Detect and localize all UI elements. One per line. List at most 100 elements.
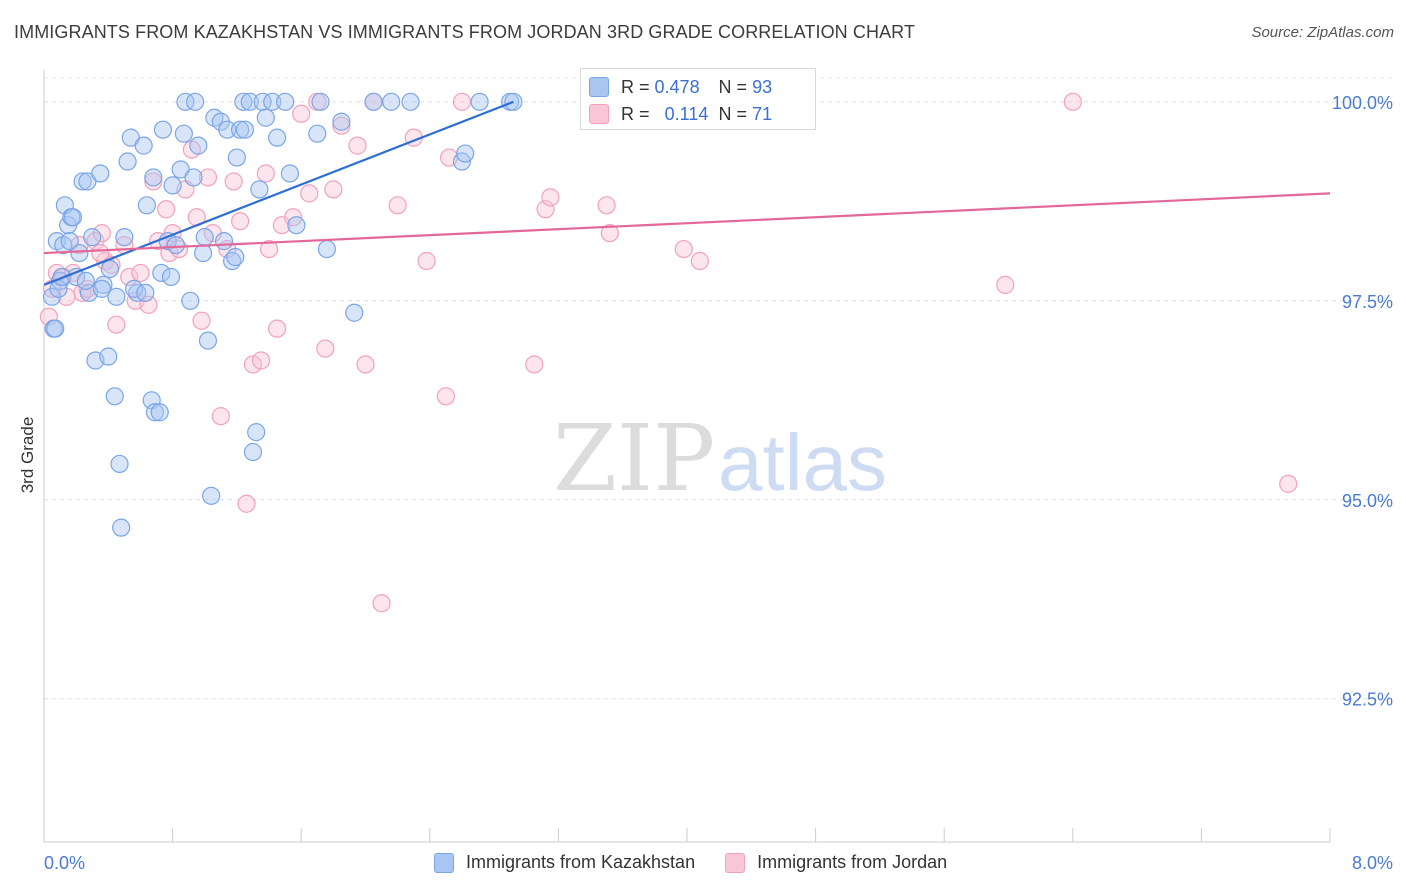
point-kazakhstan <box>276 92 295 111</box>
point-kazakhstan <box>256 108 275 127</box>
y-tick-label: 92.5% <box>1342 690 1393 710</box>
legend-swatch-kazakhstan <box>434 852 454 873</box>
point-jordan <box>525 355 544 374</box>
point-kazakhstan <box>100 259 120 279</box>
point-kazakhstan <box>46 319 65 338</box>
point-kazakhstan <box>83 228 102 247</box>
point-kazakhstan <box>218 120 237 139</box>
point-jordan <box>674 239 693 259</box>
point-jordan <box>452 92 472 111</box>
point-jordan <box>436 387 455 406</box>
watermark-atlas: atlas <box>718 418 887 507</box>
point-jordan <box>690 251 709 271</box>
legend-label-jordan: Immigrants from Jordan <box>757 852 948 872</box>
point-jordan <box>996 275 1015 294</box>
point-jordan <box>536 200 555 219</box>
point-kazakhstan <box>195 228 214 247</box>
point-kazakhstan <box>134 136 153 155</box>
point-kazakhstan <box>231 120 250 139</box>
stats-row-jordan: R = 0.114 N = 71 <box>589 102 772 126</box>
point-kazakhstan <box>311 92 330 111</box>
r-value: 0.114 <box>664 103 709 124</box>
data-points <box>39 92 1298 613</box>
n-label: N = <box>718 103 748 124</box>
source-label: Source: ZipAtlas.com <box>1251 24 1394 41</box>
trend-line-kazakhstan <box>43 100 514 286</box>
point-kazakhstan <box>60 232 79 251</box>
point-kazakhstan <box>118 152 137 171</box>
n-value: 93 <box>752 76 773 97</box>
kazakhstan-swatch <box>589 77 609 97</box>
point-jordan <box>157 200 176 219</box>
point-jordan <box>256 164 275 183</box>
legend-item-kazakhstan: Immigrants from Kazakhstan <box>434 852 695 873</box>
point-jordan <box>198 168 218 187</box>
point-jordan <box>372 594 391 613</box>
axes <box>43 70 1331 843</box>
point-kazakhstan <box>67 267 86 287</box>
point-jordan <box>300 184 319 203</box>
point-kazakhstan <box>70 243 89 263</box>
point-jordan <box>388 196 407 215</box>
grid-lines <box>44 77 1395 700</box>
point-jordan <box>92 224 111 243</box>
r-label: R = <box>621 103 650 124</box>
y-tick-label: 97.5% <box>1342 292 1393 312</box>
point-kazakhstan <box>364 92 383 111</box>
point-kazakhstan <box>401 92 420 111</box>
point-kazakhstan <box>243 442 263 462</box>
n-label: N = <box>718 76 748 97</box>
point-kazakhstan <box>152 263 171 283</box>
point-kazakhstan <box>63 208 83 227</box>
point-kazakhstan <box>166 235 185 255</box>
point-jordan <box>144 172 163 191</box>
point-kazakhstan <box>234 92 253 111</box>
point-jordan <box>237 494 256 513</box>
point-kazakhstan <box>214 232 234 251</box>
point-kazakhstan <box>137 196 156 215</box>
point-kazakhstan <box>280 164 300 183</box>
point-kazakhstan <box>115 228 134 247</box>
point-jordan <box>251 351 271 370</box>
r-value: 0.478 <box>654 76 700 97</box>
point-kazakhstan <box>226 247 245 267</box>
stats-row-kazakhstan: R = 0.478 N = 93 <box>589 75 772 99</box>
point-jordan <box>316 339 335 358</box>
jordan-swatch <box>589 104 609 124</box>
point-kazakhstan <box>247 423 266 442</box>
trend-line-jordan <box>43 192 1331 255</box>
point-jordan <box>224 172 243 191</box>
point-kazakhstan <box>91 164 110 183</box>
point-kazakhstan <box>176 92 195 111</box>
point-jordan <box>417 251 436 271</box>
point-kazakhstan <box>105 387 124 406</box>
point-kazakhstan <box>308 124 327 143</box>
point-jordan <box>356 355 375 374</box>
point-kazakhstan <box>382 92 401 111</box>
point-kazakhstan <box>332 112 351 131</box>
point-jordan <box>292 104 311 123</box>
point-kazakhstan <box>235 120 255 139</box>
point-kazakhstan <box>181 291 200 310</box>
point-jordan <box>348 136 367 155</box>
point-kazakhstan <box>263 92 282 111</box>
point-kazakhstan <box>163 176 182 195</box>
point-kazakhstan <box>161 267 181 287</box>
chart-title: IMMIGRANTS FROM KAZAKHSTAN VS IMMIGRANTS… <box>14 22 916 42</box>
point-kazakhstan <box>267 128 287 147</box>
point-kazakhstan <box>73 172 92 191</box>
x-tick-label-max: 8.0% <box>1352 853 1393 873</box>
point-jordan <box>211 407 230 426</box>
point-kazakhstan <box>76 271 95 291</box>
point-jordan <box>231 212 250 231</box>
point-jordan <box>600 224 619 243</box>
point-kazakhstan <box>456 144 475 163</box>
point-kazakhstan <box>317 239 337 259</box>
tick-labels: 92.5% 95.0% 97.5% 100.0% 0.0% 8.0% <box>44 93 1393 873</box>
point-kazakhstan <box>144 168 163 187</box>
point-kazakhstan <box>136 283 155 302</box>
point-kazakhstan <box>240 92 259 111</box>
point-kazakhstan <box>198 331 218 350</box>
point-kazakhstan <box>345 303 364 322</box>
